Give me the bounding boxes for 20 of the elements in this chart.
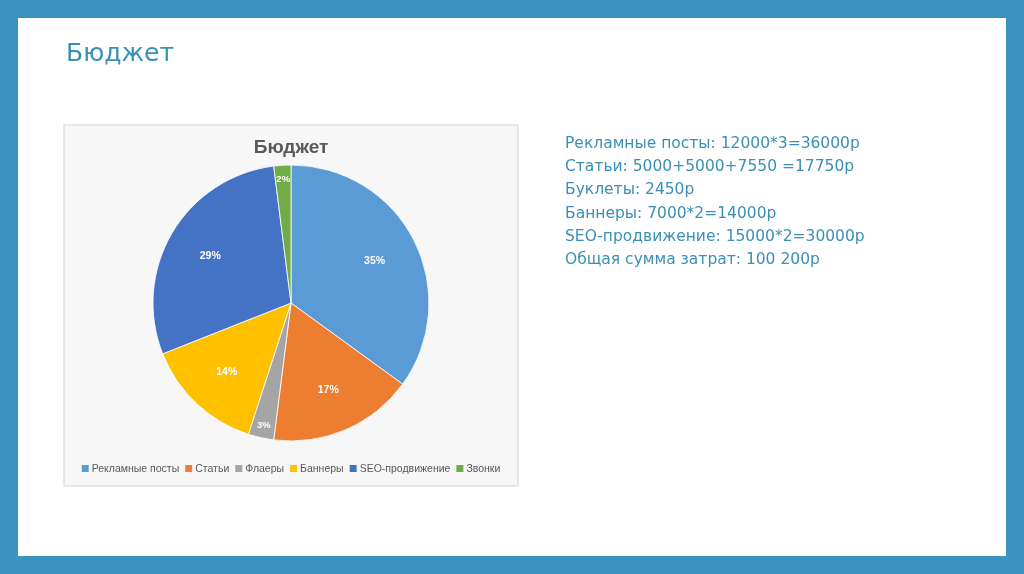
data-label: 29% [199, 248, 222, 261]
data-label: 14% [216, 365, 238, 378]
text: Баннеры: 7000*2=14000р [565, 203, 777, 222]
legend-label: Флаеры [245, 462, 285, 474]
text: Буклеты: 2450р [565, 180, 695, 199]
chart-title: Бюджет [66, 38, 174, 67]
data-label: 17% [317, 382, 340, 395]
legend-label: Звонки [466, 462, 501, 474]
legend-label: Статьи [195, 462, 230, 474]
data-label: 35% [364, 254, 386, 267]
text: Общая сумма затрат: 100 200р [565, 250, 820, 268]
text: SEO-продвижение: 15000*2=30000р [565, 226, 865, 245]
data-label: 2% [276, 173, 291, 185]
legend-label: Рекламные посты [91, 462, 180, 474]
data-label: 3% [257, 418, 272, 430]
legend-label: SEO-продвижение [359, 462, 451, 474]
chart-subtitle: Бюджет [253, 136, 329, 157]
text: Рекламные посты: 12000*3=36000р [565, 134, 860, 152]
text: Статьи: 5000+5000+7550 =17750р [565, 157, 855, 176]
legend-label: Баннеры [300, 462, 344, 474]
